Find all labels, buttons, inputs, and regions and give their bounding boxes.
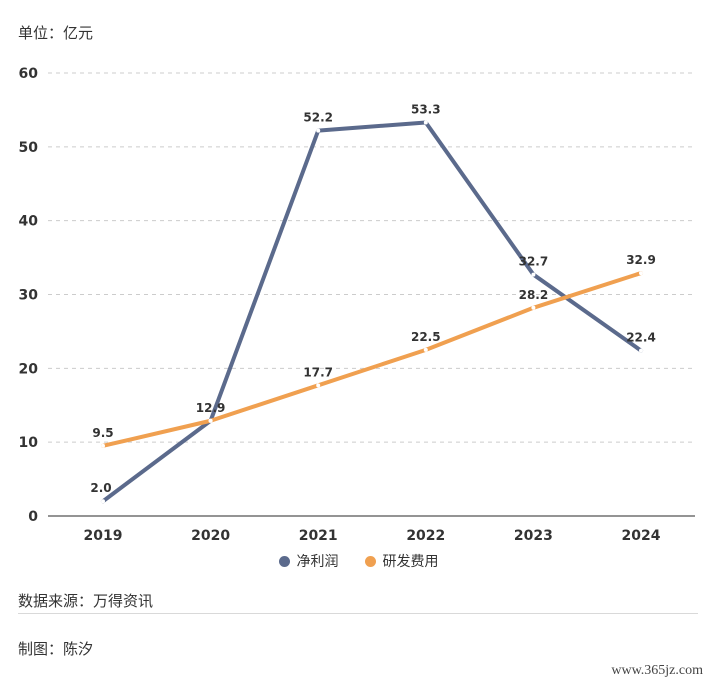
series-1-point-2024 [639,271,643,276]
series-1-label-2022: 22.5 [411,330,441,344]
series-line-0 [101,120,643,504]
y-tick-label-0: 0 [28,509,38,525]
series-0-label-2019: 2.0 [90,481,111,495]
series-0-label-2020: 12.9 [196,401,226,415]
x-tick-label-2019: 2019 [84,528,123,544]
watermark: www.365jz.com [611,663,703,678]
x-tick-label-2021: 2021 [299,528,338,544]
chart-maker: 制图：陈汐 [18,640,94,658]
series-1-label-2024: 32.9 [626,253,656,267]
x-tick-label-2022: 2022 [406,528,445,544]
x-tick-label-2020: 2020 [191,528,230,544]
series-0-label-2022: 53.3 [411,102,441,116]
series-1-point-2021 [316,383,321,388]
series-1-point-2020 [208,418,213,423]
x-tick-label-2023: 2023 [514,528,553,544]
series-1-label-2023: 28.2 [519,288,549,302]
y-tick-label-40: 40 [19,214,39,230]
series-1-label-2021: 17.7 [303,365,333,379]
series-1-point-2023 [531,305,536,310]
divider [18,613,698,614]
legend-dot-net-profit [278,555,290,567]
series-line-1 [101,271,643,448]
y-tick-label-30: 30 [19,288,39,304]
series-0-label-2023: 32.7 [519,255,549,269]
unit-label: 单位：亿元 [18,24,94,42]
series-0-label-2024: 22.4 [626,331,656,345]
series-1-point-2019 [101,443,105,448]
series-0-point-2024 [639,348,643,353]
y-tick-label-60: 60 [19,66,39,82]
y-tick-label-50: 50 [19,140,39,156]
series-0-point-2021 [316,128,321,133]
legend-label-rd-expense: 研发费用 [382,554,439,570]
series-0-point-2023 [531,272,536,277]
series-0-label-2021: 52.2 [303,111,333,125]
y-tick-label-20: 20 [19,361,39,377]
x-tick-label-2024: 2024 [622,528,661,544]
series-1-point-2022 [423,347,428,352]
y-tick-label-10: 10 [19,435,39,451]
legend: 净利润 研发费用 [0,551,717,571]
series-1-label-2019: 9.5 [92,426,113,440]
legend-item-net-profit[interactable]: 净利润 [278,551,339,571]
series-0-point-2022 [423,120,428,125]
legend-item-rd-expense[interactable]: 研发费用 [364,551,439,571]
series-0-point-2019 [101,499,105,504]
legend-label-net-profit: 净利润 [296,554,339,570]
legend-dot-rd-expense [364,555,376,567]
line-chart: 0 10 20 30 40 50 60 2019 2020 2021 2022 2023 2024 2.0… [19,66,695,544]
data-source: 数据来源：万得资讯 [18,592,154,610]
